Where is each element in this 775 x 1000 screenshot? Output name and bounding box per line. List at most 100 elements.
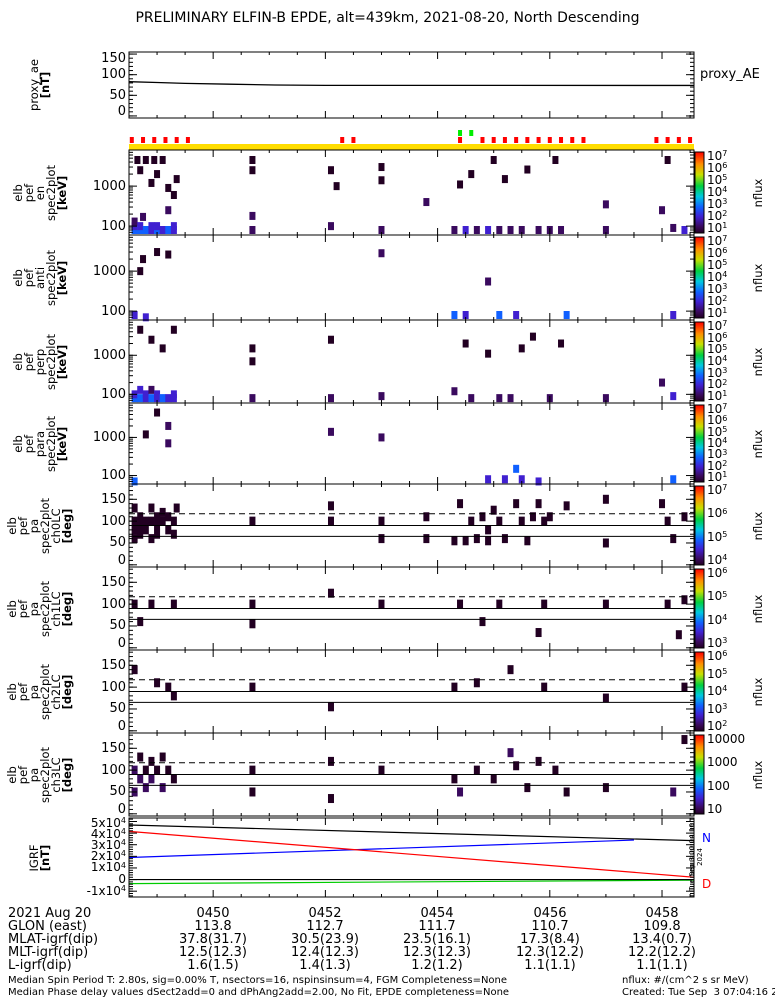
y-tick-label: 1x104 [90, 860, 126, 875]
red-flag [141, 137, 146, 143]
spectrogram-cell [142, 765, 149, 775]
spectrogram-cell [496, 394, 503, 403]
footer-value: 109.8 [643, 919, 681, 934]
y-tick-label: 2x104 [90, 849, 126, 863]
spectrogram-cell [327, 427, 334, 436]
spectrogram-cell [602, 599, 609, 609]
legend-proxy-ae: proxy_AE [700, 67, 760, 82]
y-axis-label: elb pef pa spec2plot ch2LC [deg] [0, 652, 80, 732]
y-tick-label: 100 [101, 679, 126, 695]
spectrogram-cell [496, 311, 503, 320]
spectrogram-cell [602, 394, 609, 403]
y-tick-label: 0 [117, 802, 126, 817]
colorbar-tick-label: 103 [707, 701, 728, 716]
spectrogram-cell [170, 691, 177, 701]
spectrogram-cell [490, 155, 497, 164]
red-flag [665, 137, 670, 143]
spectrogram-cell [457, 599, 464, 609]
y-tick-label: 50 [109, 701, 126, 717]
spectrogram-cell [507, 394, 514, 403]
spectrogram-cell [137, 325, 144, 334]
green-flag [458, 130, 463, 136]
spectrogram-cell [485, 536, 492, 546]
colorbar-tick-label: 105 [707, 589, 728, 604]
spectrogram-cell [507, 665, 514, 675]
spectrogram-cell [148, 385, 155, 394]
red-flag [688, 137, 693, 143]
y-unit: [nT] [38, 71, 52, 99]
spectrogram-cell [479, 512, 486, 522]
red-flag [491, 137, 496, 143]
spectrogram-cell [681, 512, 688, 522]
colorbar [694, 568, 705, 649]
spectrogram-cell [473, 678, 480, 688]
footer-note-1: Median Spin Period T: 2.80s, sig=0.00% T… [8, 975, 508, 986]
colorbar-tick-label: 102 [707, 209, 728, 223]
spectrogram-cell [159, 752, 166, 762]
igrf-Z-line [128, 879, 695, 885]
spectrogram-cell [327, 516, 334, 526]
colorbar [694, 151, 705, 234]
spectrogram-cell [249, 344, 256, 353]
red-flag [152, 137, 157, 143]
spectrogram-cell [681, 595, 688, 605]
spectrogram-cell [513, 499, 520, 509]
spectrogram-cell [558, 339, 565, 348]
colorbar-tick-label: 102 [707, 377, 728, 392]
spectrogram-cell [327, 501, 334, 511]
spectrogram-cell [131, 525, 138, 535]
spectrogram-cell [154, 390, 161, 399]
y-tick-label: 150 [101, 574, 126, 590]
spectrogram-cell [664, 516, 671, 526]
y-tick-label: 150 [101, 657, 126, 673]
colorbar-tick-label: 106 [707, 649, 728, 663]
y-tick-label: 100 [101, 386, 126, 402]
spectrogram-cell [479, 617, 486, 627]
spectrogram-cell [249, 357, 256, 366]
footer-value: 113.8 [194, 919, 232, 934]
colorbar-tick-label: 107 [707, 319, 728, 333]
red-flag [185, 137, 190, 143]
spectrogram-cell [148, 756, 155, 766]
y-unit: [deg] [60, 508, 74, 543]
spectrogram-cell [249, 516, 256, 526]
spectrogram-cell [170, 390, 177, 399]
spectrogram-cell [165, 206, 172, 215]
spectrogram-cell [170, 222, 177, 231]
spectrogram-cell [159, 344, 166, 353]
spectrogram-cell [148, 599, 155, 609]
y-tick-label: 0 [117, 104, 126, 119]
colorbar-tick-label: 105 [707, 173, 728, 187]
colorbar-tick-label: 107 [707, 483, 728, 497]
spectrogram-cell [378, 249, 385, 258]
spectrogram-cell [131, 534, 138, 544]
spectrogram-cell [451, 387, 458, 396]
en-frame [128, 149, 695, 236]
spectrogram-cell [670, 223, 677, 232]
y-axis-label: elb pef para spec2plot [keV] [0, 404, 80, 484]
spectrogram-cell [148, 503, 155, 513]
spectrogram-cell [670, 311, 677, 320]
spectrogram-cell [462, 226, 469, 235]
igrf-D-line [128, 830, 695, 878]
colorbar-tick-label: 104 [707, 270, 728, 284]
y-tick-label: 1000 [92, 178, 126, 194]
spectrogram-cell [170, 599, 177, 609]
red-flag [570, 137, 575, 143]
y-axis-label: elb pef pa spec2plot ch1LC [deg] [0, 569, 80, 649]
spectrogram-cell [131, 311, 138, 320]
colorbar-tick-label: 107 [707, 149, 728, 163]
colorbar-tick-label: 104 [707, 553, 728, 567]
y-unit: [nT] [38, 844, 52, 871]
spectrogram-cell [165, 394, 172, 403]
footer-row-label: MLAT-igrf(dip) [8, 932, 99, 947]
spectrogram-cell [541, 516, 548, 526]
spectrogram-cell [137, 166, 144, 175]
spectrogram-cell [535, 628, 542, 638]
colorbar-label: nflux [751, 594, 765, 623]
y-tick-label: 50 [109, 618, 126, 634]
footer-row-label: GLON (east) [8, 919, 87, 934]
y-tick-label: 50 [109, 535, 126, 551]
colorbar-tick-label: 104 [707, 436, 728, 450]
